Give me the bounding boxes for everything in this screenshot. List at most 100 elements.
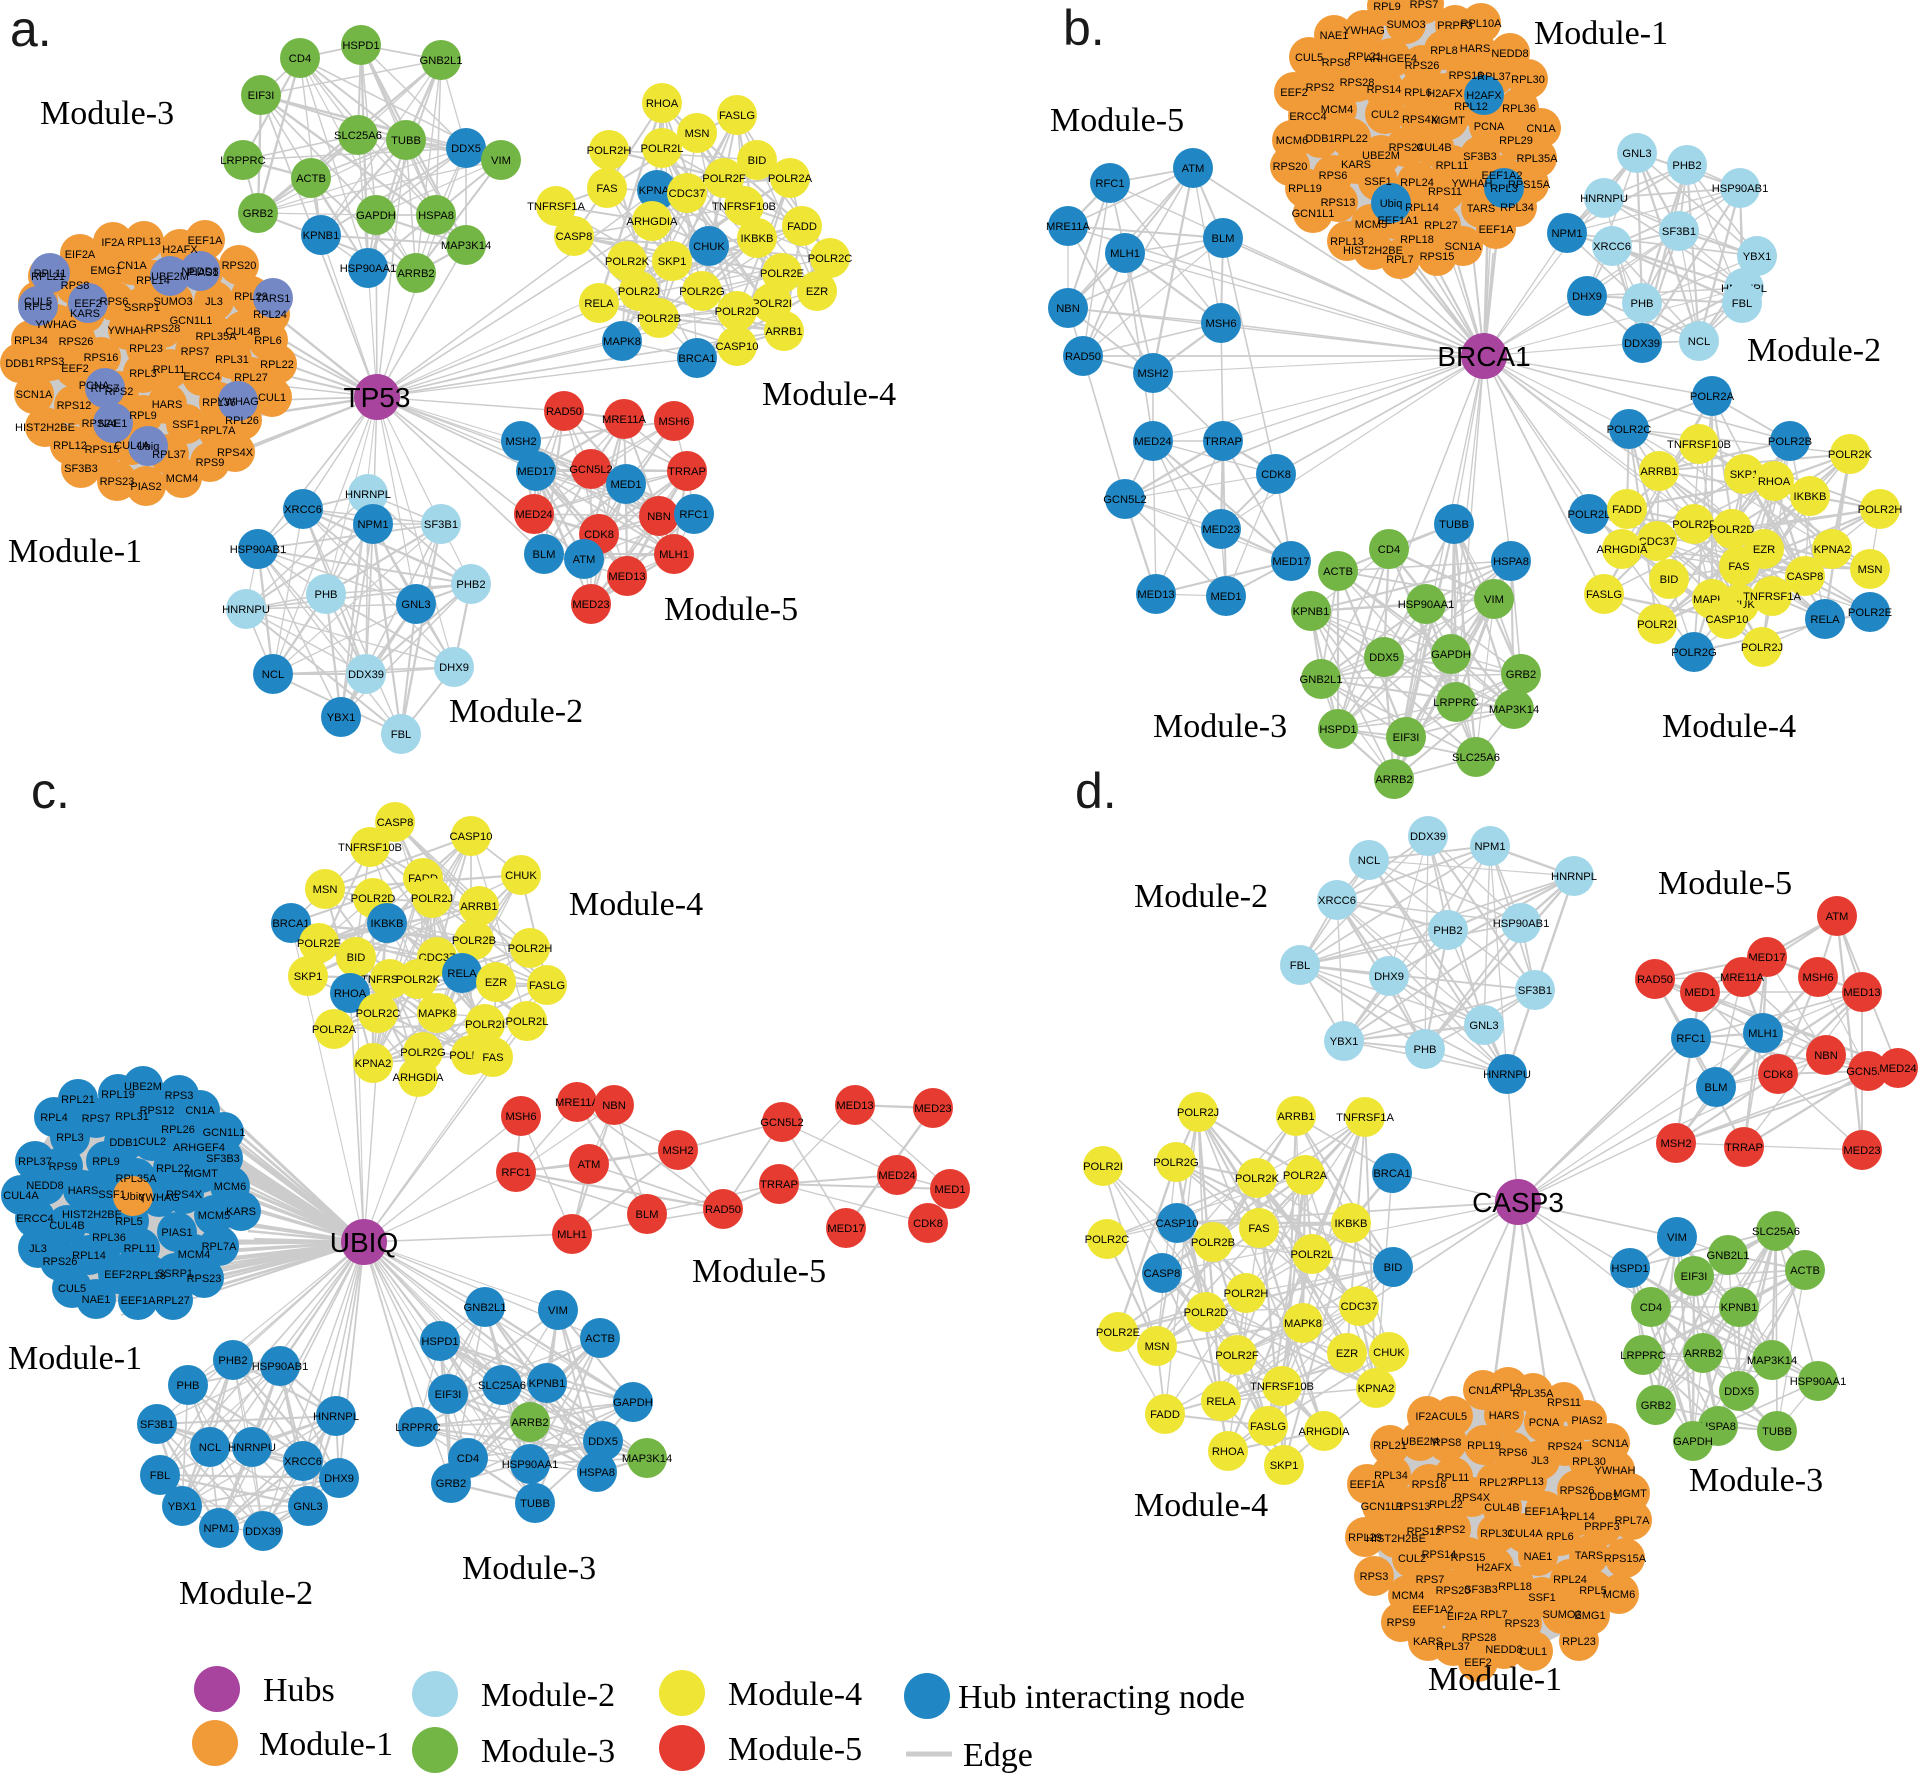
svg-text:MCM6: MCM6 [1276,135,1308,147]
svg-text:MCM5: MCM5 [1355,219,1387,231]
svg-text:RFC1: RFC1 [1676,1033,1705,1045]
svg-text:b.: b. [1063,0,1105,56]
svg-text:NAE1: NAE1 [99,418,128,430]
svg-text:DDX39: DDX39 [245,1526,281,1538]
svg-text:SKP1: SKP1 [658,256,687,268]
svg-text:ACTB: ACTB [1323,566,1353,578]
svg-text:RPL13: RPL13 [1330,236,1364,248]
svg-text:CHUK: CHUK [693,241,725,253]
svg-text:HSPA8: HSPA8 [418,210,454,222]
svg-text:MSH6: MSH6 [505,1111,536,1123]
svg-text:TARS: TARS [1467,203,1496,215]
svg-text:RPL22: RPL22 [1334,133,1368,145]
svg-text:CUL4B: CUL4B [49,1220,84,1232]
svg-text:RPS24: RPS24 [1548,1441,1583,1453]
svg-text:UBIQ: UBIQ [330,1227,398,1258]
svg-text:SSRP1: SSRP1 [124,302,160,314]
svg-text:RPL36: RPL36 [202,397,236,409]
svg-text:RPL30: RPL30 [1511,74,1545,86]
svg-text:ACTB: ACTB [585,1333,615,1345]
svg-text:PRPF3: PRPF3 [1584,1521,1619,1533]
svg-text:RPS15: RPS15 [1420,251,1455,263]
svg-text:KARS: KARS [1413,1636,1443,1648]
svg-text:UBE2M: UBE2M [1362,150,1400,162]
svg-text:NAE1: NAE1 [1524,1551,1553,1563]
svg-text:YWHAH: YWHAH [1595,1465,1636,1477]
svg-text:CUL5: CUL5 [58,1283,86,1295]
svg-text:VIM: VIM [1484,594,1504,606]
svg-text:CDK8: CDK8 [1763,1069,1793,1081]
svg-text:HSPD1: HSPD1 [1319,724,1356,736]
svg-text:RPS9: RPS9 [196,457,225,469]
svg-text:ARRB1: ARRB1 [1277,1111,1314,1123]
svg-text:DDX5: DDX5 [1724,1386,1754,1398]
svg-text:BID: BID [1384,1262,1403,1274]
svg-text:HSP90AB1: HSP90AB1 [252,1361,309,1373]
svg-text:RPS23: RPS23 [1505,1618,1540,1630]
svg-text:MAPK8: MAPK8 [1284,1318,1322,1330]
svg-text:KPNA2: KPNA2 [1358,1383,1395,1395]
svg-text:CUL5: CUL5 [1439,1411,1467,1423]
svg-text:RPS26: RPS26 [1560,1485,1595,1497]
svg-text:PRPF3: PRPF3 [1437,20,1472,32]
svg-text:YWHAG: YWHAG [138,1192,180,1204]
svg-text:RPL26: RPL26 [225,415,259,427]
svg-text:CUL4B: CUL4B [225,326,260,338]
svg-text:GNL3: GNL3 [1469,1020,1498,1032]
svg-text:MED24: MED24 [1879,1063,1916,1075]
svg-text:RPL10A: RPL10A [1461,18,1503,30]
svg-text:HARS: HARS [1460,43,1491,55]
svg-text:EEF1A2: EEF1A2 [1413,1604,1454,1616]
svg-text:ARRB1: ARRB1 [460,901,497,913]
svg-text:RPL24: RPL24 [253,309,287,321]
svg-text:MRE11A: MRE11A [1046,221,1090,233]
svg-text:RPL37: RPL37 [18,1156,52,1168]
svg-text:GNB2L1: GNB2L1 [1300,674,1343,686]
svg-text:CASP8: CASP8 [556,231,593,243]
svg-text:JL3: JL3 [29,1243,47,1255]
svg-text:RPS12: RPS12 [1407,1526,1442,1538]
svg-text:RPS15A: RPS15A [1604,1553,1647,1565]
svg-text:IKBKB: IKBKB [1335,1218,1368,1230]
svg-text:RPL27: RPL27 [156,1295,190,1307]
svg-text:POLR2H: POLR2H [1224,1288,1269,1300]
svg-text:NPM1: NPM1 [1474,841,1505,853]
svg-text:POLR2E: POLR2E [1096,1327,1140,1339]
svg-text:POLR2J: POLR2J [618,286,660,298]
svg-text:RPL11: RPL11 [1437,1472,1470,1484]
svg-text:KPNB1: KPNB1 [1721,1302,1758,1314]
svg-text:FADD: FADD [1612,504,1642,516]
svg-text:RPL36: RPL36 [92,1232,126,1244]
svg-text:RPS20: RPS20 [1273,161,1308,173]
svg-text:POLR2E: POLR2E [760,268,804,280]
svg-text:MCM4: MCM4 [166,473,198,485]
svg-text:NBN: NBN [1056,303,1080,315]
svg-text:RPS23: RPS23 [187,1273,222,1285]
svg-text:FASLG: FASLG [529,980,565,992]
svg-text:RPS15: RPS15 [85,444,120,456]
svg-text:CN1A: CN1A [1526,123,1556,135]
svg-text:RPS26: RPS26 [43,1256,78,1268]
svg-text:RPL27: RPL27 [1479,1477,1513,1489]
svg-text:RHOA: RHOA [1212,1446,1245,1458]
svg-text:RPL35A: RPL35A [1517,153,1559,165]
svg-text:MLH1: MLH1 [1110,248,1140,260]
svg-text:RPL31: RPL31 [1480,1528,1514,1540]
svg-text:RPS9: RPS9 [1387,1617,1416,1629]
svg-text:RPS9: RPS9 [49,1161,78,1173]
svg-text:RPS16: RPS16 [1449,70,1484,82]
svg-text:Module-3: Module-3 [1689,1462,1823,1499]
svg-text:NBN: NBN [1814,1050,1838,1062]
svg-text:RPL8: RPL8 [1430,45,1458,57]
svg-text:NCL: NCL [1688,336,1710,348]
svg-text:SF3B1: SF3B1 [1662,226,1696,238]
svg-text:RPL11: RPL11 [153,364,186,376]
svg-text:RPL22: RPL22 [1429,1499,1463,1511]
svg-text:RPL21: RPL21 [31,271,65,283]
svg-text:DHX9: DHX9 [1572,291,1602,303]
svg-text:EEF2: EEF2 [1280,87,1308,99]
svg-text:RPL23: RPL23 [1562,1636,1596,1648]
svg-text:HARS: HARS [1489,1410,1520,1422]
svg-text:GNL3: GNL3 [1622,148,1651,160]
svg-text:IKBKB: IKBKB [371,918,404,930]
